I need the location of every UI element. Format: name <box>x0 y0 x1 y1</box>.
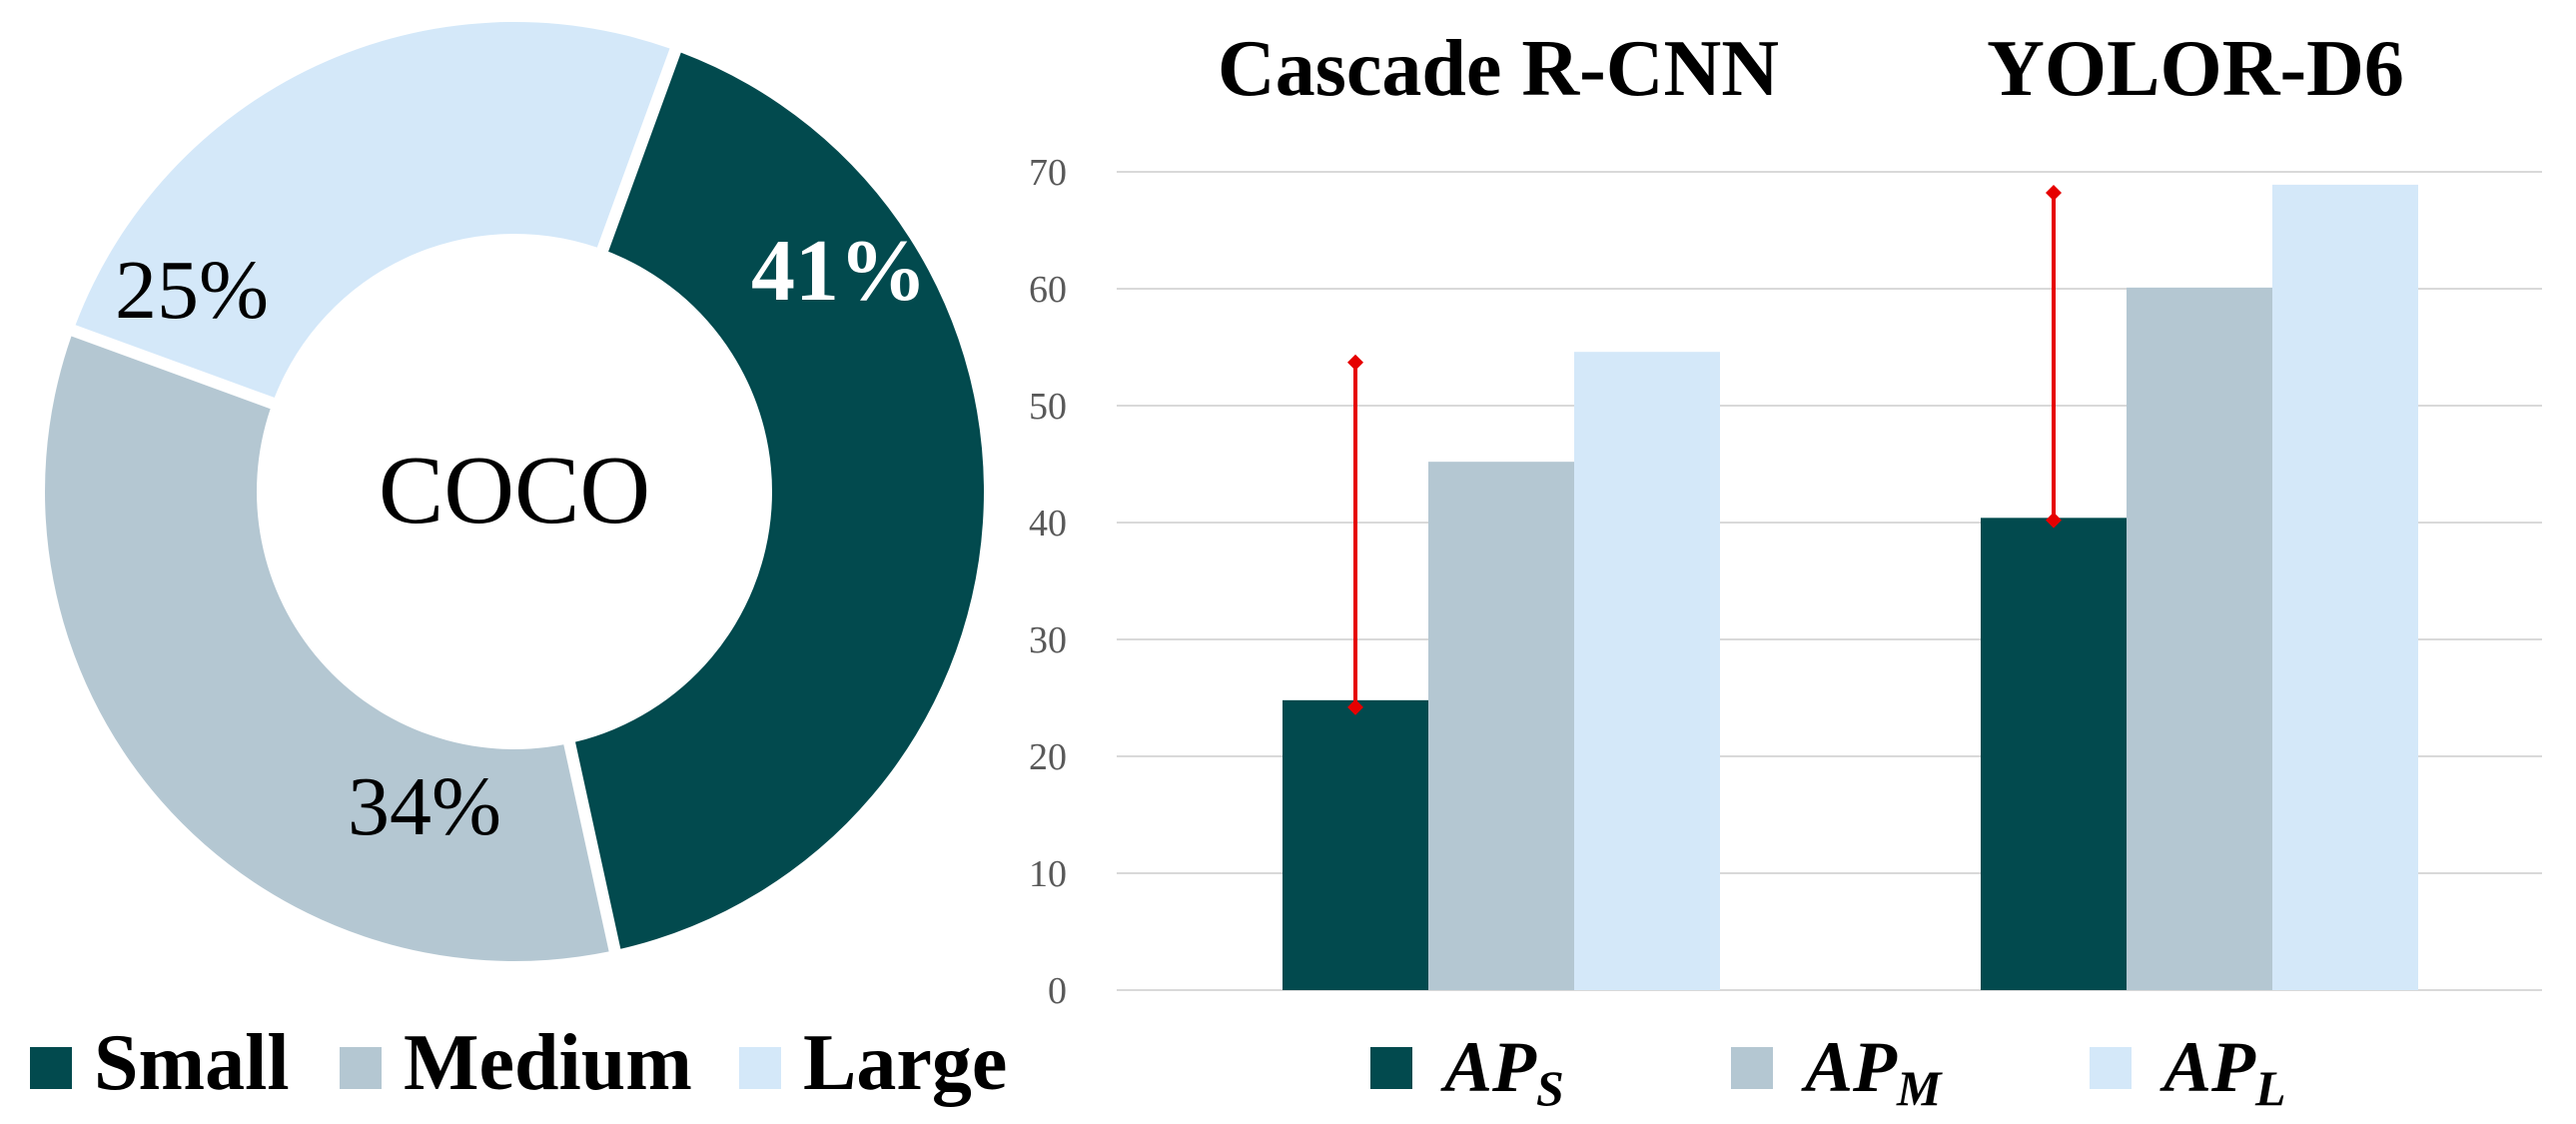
legend-label-ap-s: APS <box>1440 1027 1564 1116</box>
legend-swatch-ap-s <box>1370 1047 1412 1089</box>
donut-chart: 41% 34% 25% <box>44 22 984 962</box>
donut-center-label: COCO <box>379 437 650 545</box>
y-tick-label: 0 <box>1048 970 1067 1012</box>
y-tick-label: 40 <box>1029 503 1067 545</box>
bar-ap-l-1 <box>2272 184 2418 990</box>
y-tick-label: 50 <box>1029 386 1067 428</box>
legend-label-ap-m: APM <box>1801 1027 1943 1116</box>
bar-chart-legend: APS APM APL <box>1370 1027 2286 1116</box>
y-tick-label: 60 <box>1029 269 1067 311</box>
y-tick-label: 10 <box>1029 853 1067 895</box>
error-bar-cap <box>2046 185 2062 202</box>
legend-label-small: Small <box>94 1019 290 1107</box>
legend-swatch-small <box>30 1047 72 1089</box>
bar-chart-bars <box>1283 184 2418 991</box>
legend-label-large: Large <box>803 1019 1007 1107</box>
category-title-0: Cascade R-CNN <box>1218 25 1779 113</box>
error-bar-cap <box>1347 698 1363 715</box>
bar-chart-y-ticks: 0 10 20 30 40 50 60 70 <box>1029 152 1067 1012</box>
y-tick-label: 70 <box>1029 152 1067 194</box>
legend-swatch-medium <box>340 1047 382 1089</box>
donut-slice-label-large: 25% <box>115 244 269 337</box>
legend-label-ap-l: APL <box>2159 1027 2286 1116</box>
category-title-1: YOLOR-D6 <box>1987 25 2404 113</box>
y-tick-label: 20 <box>1029 736 1067 778</box>
donut-slice-small <box>575 52 984 949</box>
donut-slice-label-medium: 34% <box>348 760 501 853</box>
legend-swatch-large <box>739 1047 781 1089</box>
legend-swatch-ap-l <box>2090 1047 2132 1089</box>
legend-label-medium: Medium <box>404 1019 692 1107</box>
bar-ap-m-0 <box>1428 462 1574 990</box>
bar-chart-error-bars <box>1347 185 2062 715</box>
donut-slice-large <box>75 22 670 398</box>
bar-chart-category-titles: Cascade R-CNN YOLOR-D6 <box>1218 25 2404 113</box>
error-bar-cap <box>2046 512 2062 529</box>
bar-ap-l-0 <box>1574 352 1720 990</box>
donut-legend: Small Medium Large <box>30 1019 1007 1107</box>
bar-ap-m-1 <box>2127 287 2272 991</box>
donut-slice-label-small: 41% <box>751 223 927 320</box>
bar-ap-s-1 <box>1981 518 2127 990</box>
bar-ap-s-0 <box>1283 699 1428 990</box>
legend-swatch-ap-m <box>1731 1047 1773 1089</box>
donut-slice-medium <box>44 336 609 962</box>
error-bar-cap <box>1347 354 1363 371</box>
y-tick-label: 30 <box>1029 619 1067 661</box>
